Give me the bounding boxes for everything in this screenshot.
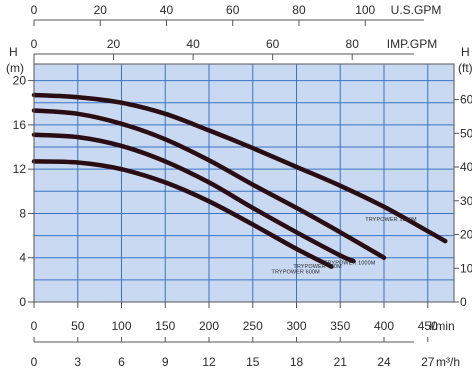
- imp-gpm-tick-label: 0: [31, 37, 38, 51]
- x-tick-label: 250: [243, 319, 263, 333]
- x-tick-label: 450: [418, 319, 438, 333]
- us-gpm-tick-label: 100: [355, 3, 375, 17]
- us-gpm-tick-label: 40: [160, 3, 174, 17]
- curves: [31, 92, 448, 269]
- us-gpm-tick-label: 60: [226, 3, 240, 17]
- y-tick-label: 16: [13, 118, 27, 132]
- x-tick-label: 0: [31, 319, 38, 333]
- imp-gpm-tick-label: 40: [186, 37, 200, 51]
- y-tick-label: 20: [13, 74, 27, 88]
- y2-tick-label: 10: [460, 261, 472, 275]
- y2-tick-label: 30: [460, 194, 472, 208]
- x-axis-unit: l/min: [429, 319, 454, 333]
- imp-gpm-tick-label: 60: [266, 37, 280, 51]
- us-gpm-tick-label: 20: [94, 3, 108, 17]
- curve-label: TRYPOWER 750M: [293, 264, 342, 270]
- curve-trypower-1500m: [31, 92, 448, 244]
- y2-axis-unit: (ft): [458, 61, 472, 75]
- x-tick-label: 50: [71, 319, 85, 333]
- x-tick-label: 350: [330, 319, 350, 333]
- y-tick-label: 0: [19, 295, 26, 309]
- imp-gpm-tick-label: 20: [107, 37, 121, 51]
- y-tick-label: 8: [19, 206, 26, 220]
- m3h-tick-label: 3: [74, 355, 81, 369]
- y-axis-left: 0 4 8 12 16 20 H (m): [6, 45, 35, 309]
- us-gpm-unit: U.S.GPM: [391, 3, 442, 17]
- curve-trypower-1000m: [31, 108, 387, 260]
- y2-axis-label: H: [461, 45, 470, 59]
- m3h-tick-label: 9: [162, 355, 169, 369]
- curve-label: TRYPOWER 600M: [272, 270, 321, 276]
- y-axis-label: H: [9, 45, 18, 59]
- y2-tick-label: 40: [460, 160, 472, 174]
- m3h-tick-label: 24: [377, 355, 391, 369]
- imp-gpm-tick-label: 80: [346, 37, 360, 51]
- y-tick-label: 4: [19, 251, 26, 265]
- y2-tick-label: 20: [460, 228, 472, 242]
- m3h-tick-label: 0: [31, 355, 38, 369]
- m3h-tick-label: 27: [421, 355, 435, 369]
- m3h-tick-label: 21: [334, 355, 348, 369]
- y-tick-label: 12: [13, 162, 27, 176]
- curve-label: TRYPOWER 1000M: [324, 261, 376, 267]
- x-tick-label: 200: [199, 319, 219, 333]
- imp-gpm-unit: IMP.GPM: [387, 37, 437, 51]
- x-tick-label: 300: [286, 319, 306, 333]
- y2-tick-label: 50: [460, 126, 472, 140]
- m3h-tick-label: 15: [246, 355, 260, 369]
- y2-tick-label: 60: [460, 93, 472, 107]
- y2-tick-label: 0: [460, 295, 467, 309]
- m3h-tick-label: 6: [118, 355, 125, 369]
- curve-label: TRYPOWER 1500M: [365, 217, 417, 223]
- y-axis-right: 0 10 20 30 40 50 60 H (ft): [454, 45, 472, 309]
- us-gpm-tick-label: 80: [292, 3, 306, 17]
- x-tick-label: 100: [111, 319, 131, 333]
- x-tick-label: 400: [374, 319, 394, 333]
- m3h-tick-label: 18: [290, 355, 304, 369]
- m3h-unit: m³/h: [436, 355, 460, 369]
- curve-trypower-750m: [31, 132, 356, 264]
- top-axes: 0 20 40 60 80 100 U.S.GPM 0 20 40 60 80 IMP.GPM: [31, 3, 442, 60]
- curve-trypower-600m: [31, 159, 334, 269]
- y-axis-unit: (m): [6, 61, 24, 75]
- us-gpm-tick-label: 0: [31, 3, 38, 17]
- m3h-tick-label: 12: [202, 355, 216, 369]
- x-tick-label: 150: [155, 319, 175, 333]
